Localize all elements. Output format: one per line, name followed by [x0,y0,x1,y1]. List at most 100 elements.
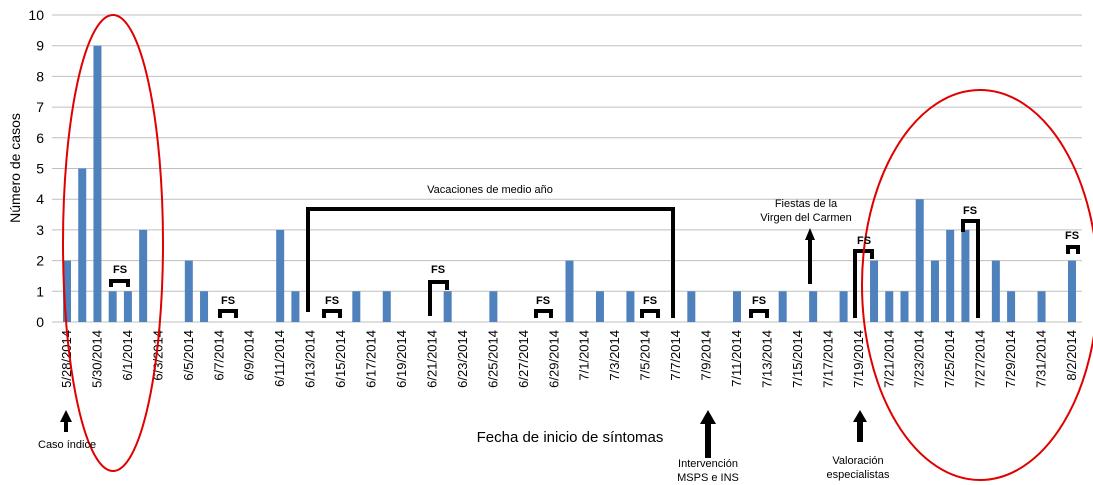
y-axis-label: Número de casos [7,113,23,223]
fs-label: FS [752,295,766,307]
y-tick-label: 4 [36,191,44,207]
fs-label: FS [1065,230,1079,242]
bar [809,291,818,322]
bar [961,229,970,322]
bar [1068,260,1076,322]
bar [489,291,498,322]
x-tick-label: 8/2/2014 [1064,330,1079,381]
x-tick-label: 7/5/2014 [638,330,653,381]
x-tick-label: 7/9/2014 [699,330,714,381]
plot: 0 1 2 3 4 5 6 7 8 9 10 5/28/2014 5/30/2014 6/1/2014 6/… [28,7,1082,388]
vacation-bracket [306,207,675,318]
x-tick-label: 6/7/2014 [211,330,226,381]
x-tick-label: 6/23/2014 [455,330,470,388]
bar [63,260,71,322]
y-tick-label: 8 [36,68,44,84]
annotation: Caso índice [38,439,96,451]
bar [200,291,209,322]
highlight-ellipse [861,89,1093,481]
x-tick-label: 6/17/2014 [364,330,379,388]
arrow [853,410,867,442]
annotation: Intervención [678,458,738,470]
x-tick-label: 7/23/2014 [912,330,927,388]
bar [839,291,848,322]
bar [382,291,391,322]
y-tick-label: 2 [36,253,44,269]
x-tick-label: 7/21/2014 [881,330,896,388]
bar [991,260,1000,322]
bar [352,291,361,322]
x-tick-label: 6/15/2014 [333,330,348,388]
annotation: especialistas [827,469,890,481]
bar [626,291,635,322]
x-tick-label: 6/25/2014 [485,330,500,388]
fs-bracket [428,280,449,316]
x-tick-label: 7/31/2014 [1034,330,1049,388]
bar [139,229,148,322]
bar [184,260,193,322]
fs-label: FS [536,295,550,307]
x-tick-label: 6/21/2014 [424,330,439,388]
bar [930,260,939,322]
bar [78,168,87,322]
x-tick-label: 6/9/2014 [242,330,257,381]
bar [595,291,604,322]
annotation: Vacaciones de medio año [427,184,553,196]
annotation: MSPS e INS [677,472,739,484]
x-tick-label: 7/11/2014 [729,330,744,387]
highlight-ellipse [62,14,164,472]
y-tick-label: 6 [36,130,44,146]
fs-bracket [534,309,553,318]
x-tick-label: 7/7/2014 [668,330,683,381]
arrows [60,228,867,458]
x-tick-label: 7/29/2014 [1003,330,1018,388]
annotation: Virgen del Carmen [760,212,852,224]
bar [915,199,924,322]
fs-bracket [640,309,660,318]
bar [565,260,574,322]
x-tick-label: 7/25/2014 [942,330,957,388]
fs-bracket [322,309,342,318]
fs-label: FS [857,235,871,247]
x-tick-label: 5/30/2014 [89,330,104,388]
x-axis-label: Fecha de inicio de síntomas [477,429,664,446]
fs-label: FS [431,264,445,276]
bar [778,291,787,322]
bar [1037,291,1046,322]
x-tick-label: 7/17/2014 [820,330,835,388]
x-tick-label: 6/5/2014 [181,330,196,381]
fs-bracket [749,309,769,318]
bar [870,260,879,322]
annotation: Fiestas de la [775,198,838,210]
x-tick-label: 7/3/2014 [607,330,622,381]
x-tick-label: 6/29/2014 [546,330,561,388]
x-tick-label: 5/28/2014 [59,330,74,388]
y-tick-label: 0 [36,314,44,330]
x-tick-label: 7/19/2014 [851,330,866,388]
bar [1007,291,1016,322]
fs-bracket [1066,245,1080,254]
annotation: Valoración [832,455,883,467]
fs-bracket [109,279,130,287]
fs-label: FS [963,205,977,217]
x-tick-label: 6/27/2014 [516,330,531,388]
bar [946,229,955,322]
x-tick-label: 6/19/2014 [394,330,409,388]
x-tick-label: 7/15/2014 [790,330,805,388]
bar [276,229,285,322]
y-tick-label: 10 [28,7,44,23]
fs-label: FS [643,295,657,307]
x-tick-label: 6/13/2014 [303,330,318,388]
bar [108,291,117,322]
bar [93,45,102,322]
arrow [805,228,815,284]
fs-label: FS [113,264,127,276]
y-tick-label: 3 [36,222,44,238]
x-tick-label: 7/27/2014 [973,330,988,388]
y-tick-label: 5 [36,161,44,177]
fs-bracket [961,219,980,318]
y-tick-label: 9 [36,38,44,54]
bar [900,291,909,322]
x-tick-label: 7/1/2014 [577,330,592,381]
arrow [60,410,72,432]
